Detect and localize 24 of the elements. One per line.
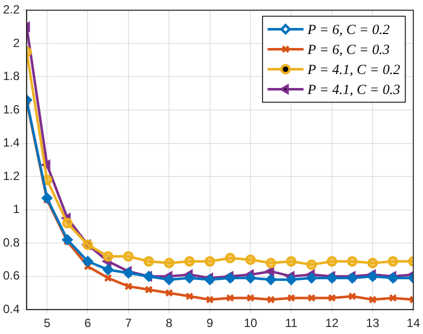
x-tick-label: 13 bbox=[366, 316, 380, 330]
legend-label: P = 6, C = 0.2 bbox=[306, 22, 390, 38]
y-tick-label: 1.8 bbox=[2, 69, 20, 84]
x-tick-label: 11 bbox=[284, 316, 298, 330]
x-tick-label: 8 bbox=[166, 316, 173, 330]
y-tick-label: 2.2 bbox=[2, 2, 20, 17]
legend-label: P = 6, C = 0.3 bbox=[306, 42, 390, 58]
y-tick-label: 1.4 bbox=[2, 136, 20, 150]
y-tick-label: 2 bbox=[12, 36, 20, 50]
x-tick-label: 7 bbox=[125, 316, 132, 330]
x-tick-label: 5 bbox=[44, 316, 51, 330]
y-tick-label: 0.8 bbox=[2, 235, 20, 250]
y-tick-label: 1 bbox=[12, 202, 20, 216]
y-tick-label: 0.6 bbox=[2, 268, 20, 283]
x-tick-label: 14 bbox=[406, 316, 420, 330]
x-tick-label: 6 bbox=[84, 316, 92, 330]
x-tick-label: 12 bbox=[325, 316, 339, 330]
x-tick-label: 9 bbox=[206, 316, 214, 330]
x-tick-label: 10 bbox=[244, 316, 258, 330]
y-tick-label: 1.2 bbox=[2, 168, 20, 183]
y-tick-label: 1.6 bbox=[2, 102, 20, 116]
y-tick-label: 0.4 bbox=[2, 302, 20, 316]
legend-label: P = 4.1, C = 0.3 bbox=[306, 82, 400, 98]
legend-label: P = 4.1, C = 0.2 bbox=[306, 62, 400, 78]
